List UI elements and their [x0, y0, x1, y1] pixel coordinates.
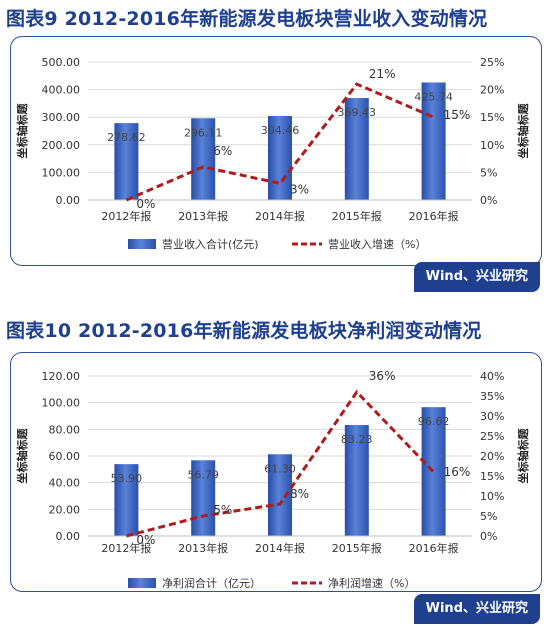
y2-axis-title: 坐标轴标题 [516, 428, 530, 484]
bar [191, 460, 216, 536]
x-tick-label: 2012年报 [101, 541, 151, 555]
bar [114, 123, 139, 200]
bar-value-label: 53.90 [111, 472, 143, 485]
source-badge: Wind、兴业研究 [413, 262, 540, 292]
y2-tick-label: 10% [480, 490, 504, 503]
x-tick-label: 2015年报 [332, 541, 382, 555]
y-tick-label: 200.00 [42, 139, 81, 152]
y2-tick-label: 0% [480, 530, 497, 543]
figure-revenue: 图表9 2012-2016年新能源发电板块营业收入变动情况 0.00 100.00… [0, 0, 550, 300]
bar-value-label: 296.11 [184, 126, 223, 139]
bar [268, 115, 292, 200]
line-value-label: 21% [369, 67, 396, 81]
y2-tick-label: 15% [480, 111, 504, 124]
y-tick-label: 40.00 [49, 477, 81, 490]
y2-tick-label: 10% [480, 139, 504, 152]
line-value-label: 16% [444, 465, 471, 479]
x-tick-label: 2015年报 [332, 209, 382, 223]
y-tick-label: 120.00 [42, 370, 81, 383]
y2-tick-label: 20% [480, 450, 504, 463]
y-tick-label: 500.00 [42, 56, 81, 69]
x-tick-label: 2016年报 [409, 209, 459, 223]
line-value-label: 15% [444, 108, 471, 122]
bar-value-label: 425.74 [414, 90, 453, 103]
figure-net-profit: 图表10 2012-2016年新能源发电板块净利润变动情况 0.00 20.00 4… [0, 312, 550, 628]
y-tick-label: 0.00 [56, 530, 81, 543]
y-tick-label: 80.00 [49, 423, 81, 436]
y2-tick-label: 30% [480, 410, 504, 423]
legend-line-label: 净利润增速（%） [328, 576, 415, 590]
legend-line-label: 营业收入增速（%） [328, 237, 426, 251]
y-axis-title: 坐标轴标题 [15, 428, 29, 484]
legend-bar-swatch [128, 578, 156, 588]
legend-bar-label: 营业收入合计(亿元) [162, 237, 259, 251]
y2-tick-label: 15% [480, 470, 504, 483]
bar-value-label: 56.79 [187, 468, 219, 481]
chart-title: 图表10 2012-2016年新能源发电板块净利润变动情况 [6, 320, 482, 342]
x-tick-label: 2012年报 [101, 209, 151, 223]
y-tick-label: 20.00 [49, 503, 81, 516]
bar [114, 464, 139, 536]
bar [421, 407, 446, 536]
y-axis-title: 坐标轴标题 [15, 103, 29, 159]
x-tick-label: 2013年报 [178, 541, 228, 555]
y-tick-label: 0.00 [56, 194, 81, 207]
y-tick-label: 400.00 [42, 84, 81, 97]
revenue-chart: 0.00 100.00 200.00 300.00 400.00 500.00 0% 5% 10… [15, 56, 530, 251]
legend-bar-label: 净利润合计（亿元） [162, 576, 261, 590]
bar-value-label: 96.62 [418, 415, 450, 428]
line-value-label: 0% [136, 197, 155, 211]
y2-tick-label: 5% [480, 510, 497, 523]
y-tick-label: 100.00 [42, 397, 81, 410]
growth-line [125, 82, 435, 202]
line-value-label: 6% [213, 144, 232, 158]
line-value-label: 5% [213, 503, 232, 517]
y2-tick-label: 35% [480, 390, 504, 403]
line-value-label: 8% [290, 487, 309, 501]
y2-axis-title: 坐标轴标题 [516, 103, 530, 159]
x-tick-label: 2014年报 [255, 209, 305, 223]
source-badge: Wind、兴业研究 [413, 594, 540, 624]
bar [421, 82, 446, 200]
y-tick-label: 60.00 [49, 450, 81, 463]
y2-tick-label: 0% [480, 194, 497, 207]
bar [268, 454, 292, 536]
line-value-label: 3% [290, 182, 309, 196]
y2-tick-label: 20% [480, 84, 504, 97]
bar-value-label: 369.43 [338, 106, 377, 119]
bar [344, 425, 369, 536]
chart-title: 图表9 2012-2016年新能源发电板块营业收入变动情况 [6, 8, 488, 30]
line-value-label: 0% [136, 533, 155, 547]
y-tick-label: 300.00 [42, 111, 81, 124]
y2-tick-label: 25% [480, 430, 504, 443]
bar-value-label: 83.23 [341, 433, 373, 446]
y-tick-label: 100.00 [42, 166, 81, 179]
x-tick-label: 2014年报 [255, 541, 305, 555]
net-profit-chart: 0.00 20.00 40.00 60.00 80.00 100.00 120.00 0% 5%… [15, 369, 530, 590]
line-value-label: 36% [369, 369, 396, 383]
x-tick-label: 2016年报 [409, 541, 459, 555]
legend-bar-swatch [128, 239, 156, 249]
y2-tick-label: 40% [480, 370, 504, 383]
bar-value-label: 278.62 [107, 131, 146, 144]
x-tick-label: 2013年报 [178, 209, 228, 223]
bar-value-label: 304.46 [261, 124, 300, 137]
y2-tick-label: 25% [480, 56, 504, 69]
bar [191, 118, 216, 200]
bar [344, 98, 369, 200]
bar-value-label: 61.30 [264, 462, 296, 475]
y2-tick-label: 5% [480, 166, 497, 179]
